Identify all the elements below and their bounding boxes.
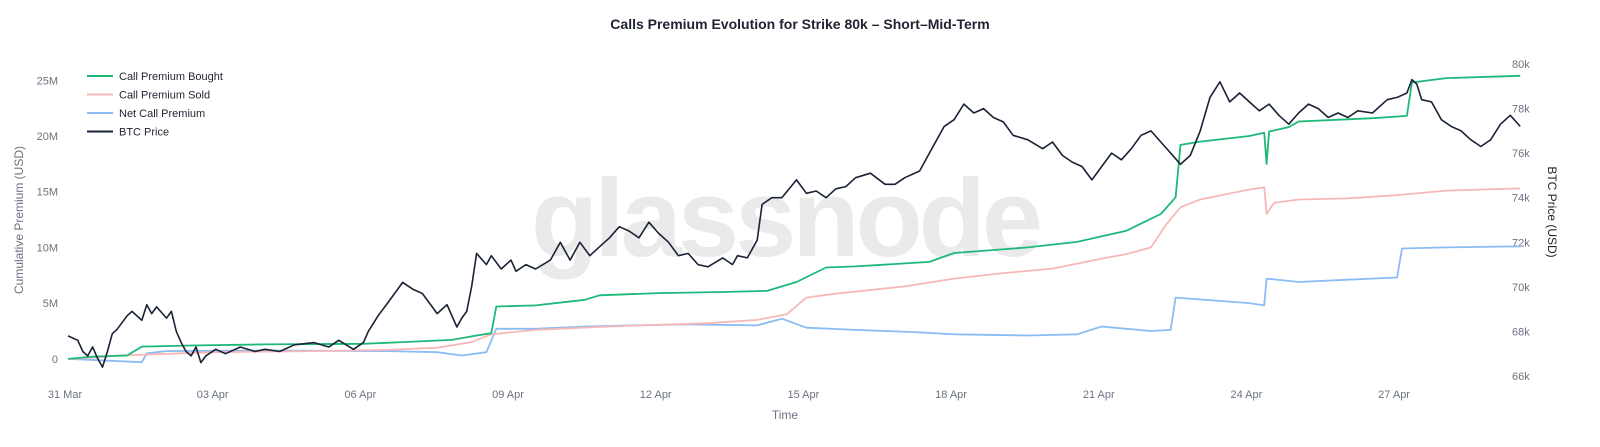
legend-label: Net Call Premium	[119, 108, 205, 120]
legend-label: BTC Price	[119, 127, 169, 139]
series-line-call-premium-sold	[67, 186, 1521, 360]
y-right-tick-label: 74k	[1512, 193, 1530, 205]
y-left-tick-label: 15M	[37, 187, 58, 199]
x-tick-label: 21 Apr	[1083, 389, 1115, 401]
legend-label: Call Premium Sold	[119, 90, 210, 102]
watermark: glassnode	[531, 157, 1040, 280]
x-tick-label: 18 Apr	[935, 389, 967, 401]
y-left-axis-title: Cumulative Premium (USD)	[12, 146, 26, 294]
x-tick-label: 24 Apr	[1231, 389, 1263, 401]
y-right-tick-label: 70k	[1512, 282, 1530, 294]
y-left-tick-label: 25M	[37, 75, 58, 87]
x-tick-label: 09 Apr	[492, 389, 524, 401]
chart-title: Calls Premium Evolution for Strike 80k –…	[610, 16, 990, 32]
x-tick-label: 12 Apr	[640, 389, 672, 401]
y-right-tick-label: 72k	[1512, 237, 1530, 249]
x-tick-label: 03 Apr	[197, 389, 229, 401]
x-tick-label: 31 Mar	[48, 389, 83, 401]
y-left-tick-label: 20M	[37, 131, 58, 143]
x-tick-label: 27 Apr	[1378, 389, 1410, 401]
x-tick-label: 06 Apr	[344, 389, 376, 401]
x-tick-label: 15 Apr	[787, 389, 819, 401]
y-right-tick-label: 66k	[1512, 371, 1530, 383]
y-left-tick-label: 0	[52, 354, 58, 366]
y-right-tick-label: 68k	[1512, 326, 1530, 338]
y-right-tick-label: 78k	[1512, 104, 1530, 116]
y-right-tick-label: 80k	[1512, 59, 1530, 71]
series-line-net-call-premium	[67, 245, 1521, 364]
y-left-tick-label: 10M	[37, 242, 58, 254]
y-left-tick-label: 5M	[43, 298, 58, 310]
series-line-call-premium-bought	[67, 74, 1521, 360]
y-right-axis-title: BTC Price (USD)	[1545, 166, 1559, 257]
series-line-btc-price	[67, 78, 1521, 368]
x-axis-title: Time	[772, 408, 799, 422]
legend-label: Call Premium Bought	[119, 71, 223, 83]
y-right-tick-label: 76k	[1512, 148, 1530, 160]
